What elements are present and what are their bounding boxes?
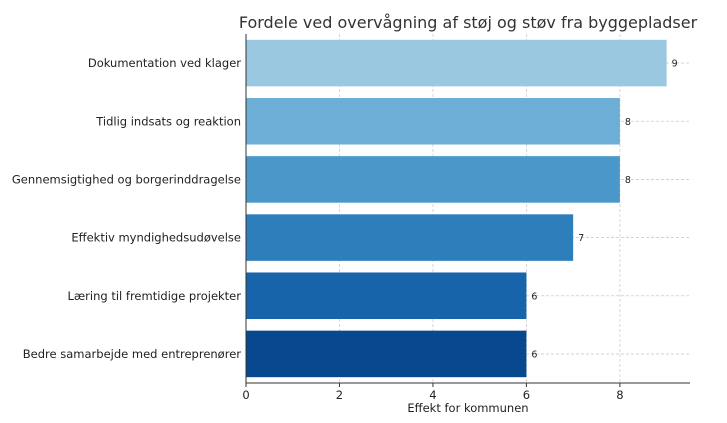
chart-title: Fordele ved overvågning af støj og støv …	[239, 13, 698, 32]
x-tick-label: 4	[429, 388, 436, 402]
bars	[246, 39, 667, 378]
value-label: 8	[625, 175, 631, 186]
x-axis-title: Effekt for kommunen	[407, 401, 528, 415]
x-tick-label: 8	[616, 388, 623, 402]
x-ticks: 0 2 4 6 8	[242, 383, 624, 402]
category-label: Effektiv myndighedsudøvelse	[71, 231, 241, 245]
value-label: 9	[672, 59, 678, 70]
value-label: 6	[531, 291, 537, 302]
bar	[246, 39, 667, 87]
category-labels: Dokumentation ved klager Tidlig indsats o…	[12, 56, 241, 361]
value-labels: 9 8 8 7 6 6	[531, 59, 677, 361]
bar	[246, 214, 574, 261]
category-label: Bedre samarbejde med entreprenører	[23, 347, 241, 361]
x-tick-label: 2	[336, 388, 343, 402]
category-label: Tidlig indsats og reaktion	[95, 114, 241, 128]
category-label: Læring til fremtidige projekter	[67, 289, 241, 303]
value-label: 7	[578, 233, 584, 244]
x-tick-label: 6	[523, 388, 530, 402]
bar	[246, 330, 527, 378]
category-label: Gennemsigtighed og borgerinddragelse	[12, 172, 241, 186]
bar	[246, 156, 620, 203]
bar	[246, 272, 527, 320]
bar	[246, 97, 620, 145]
value-label: 6	[531, 349, 537, 360]
x-tick-label: 0	[242, 388, 249, 402]
category-label: Dokumentation ved klager	[88, 56, 241, 70]
axes	[245, 34, 690, 384]
value-label: 8	[625, 117, 631, 128]
